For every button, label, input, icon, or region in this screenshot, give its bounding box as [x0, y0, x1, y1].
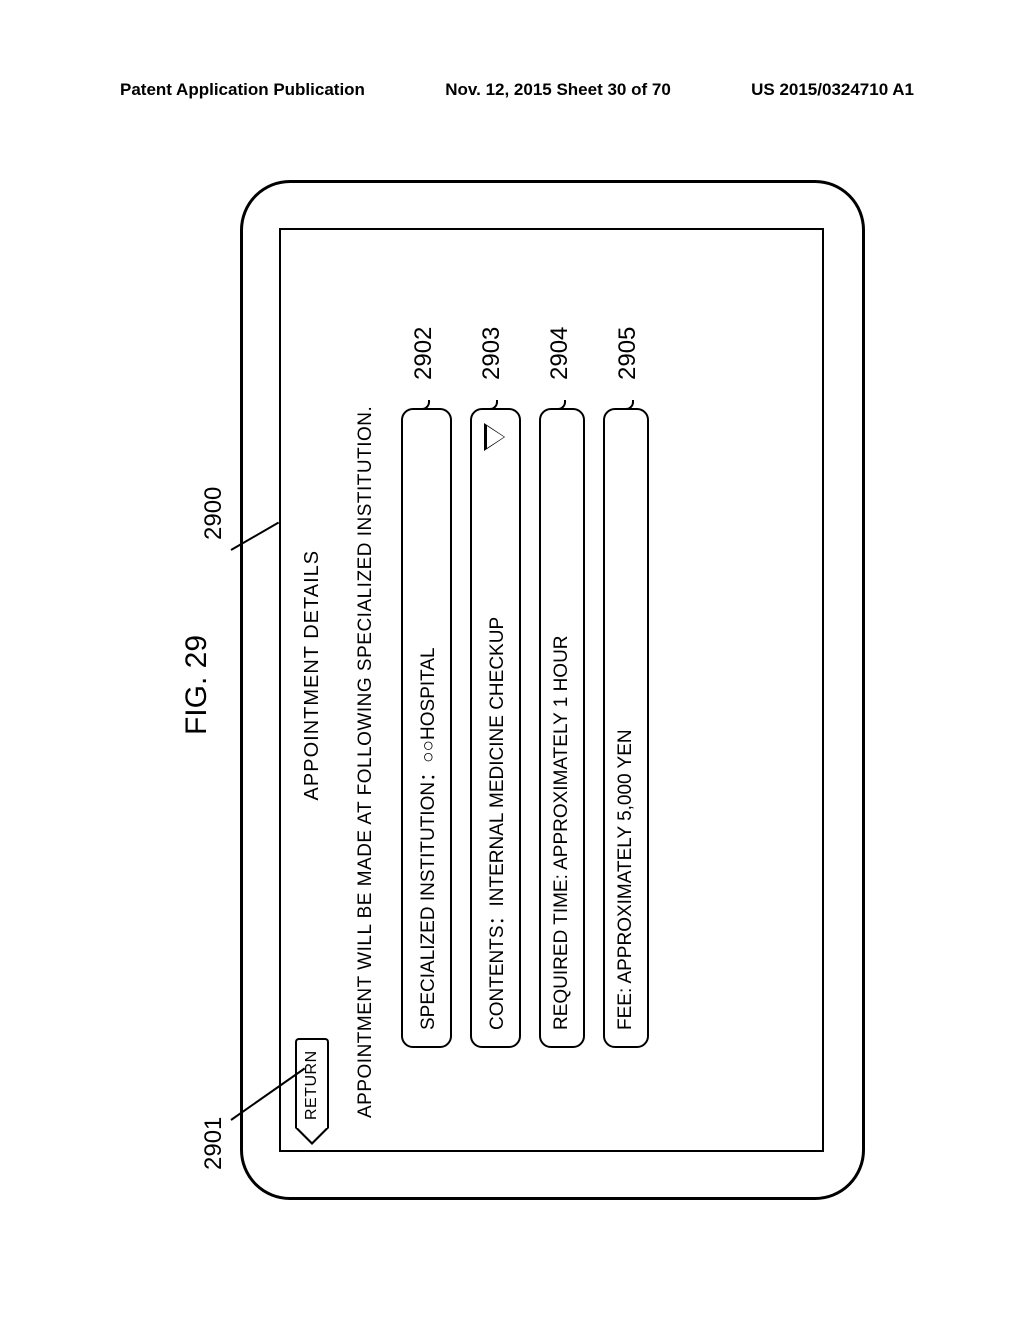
- callout-2901: 2901: [200, 1117, 228, 1170]
- return-button-label: RETURN: [303, 1050, 321, 1120]
- callout-2905: 2905: [614, 327, 642, 380]
- lead-text: APPOINTMENT WILL BE MADE AT FOLLOWING SP…: [355, 252, 377, 1118]
- page-header: Patent Application Publication Nov. 12, …: [0, 80, 1024, 100]
- field-contents-text: CONTENTS：INTERNAL MEDICINE CHECKUP: [482, 617, 509, 1030]
- field-institution-text: SPECIALIZED INSTITUTION：○○HOSPITAL: [413, 647, 440, 1030]
- field-time: REQUIRED TIME: APPROXIMATELY 1 HOUR: [539, 408, 585, 1048]
- page-title: APPOINTMENT DETAILS: [301, 252, 324, 1038]
- figure-29: FIG. 29 RETURN APPOINTMENT DETAILS APPOI…: [180, 160, 875, 1210]
- header-right: US 2015/0324710 A1: [751, 80, 914, 100]
- field-time-text: REQUIRED TIME: APPROXIMATELY 1 HOUR: [551, 635, 573, 1030]
- field-fee: FEE: APPROXIMATELY 5,000 YEN: [603, 408, 649, 1048]
- field-contents[interactable]: CONTENTS：INTERNAL MEDICINE CHECKUP: [470, 408, 521, 1048]
- callout-2900-num: 2900: [200, 487, 227, 540]
- callout-2900: 2900: [200, 487, 228, 540]
- callout-2904-num: 2904: [546, 327, 573, 380]
- callout-2905-num: 2905: [614, 327, 641, 380]
- header-center: Nov. 12, 2015 Sheet 30 of 70: [445, 80, 671, 100]
- chevron-down-icon[interactable]: [487, 426, 504, 448]
- header-left: Patent Application Publication: [120, 80, 365, 100]
- figure-rotated-wrap: FIG. 29 RETURN APPOINTMENT DETAILS APPOI…: [180, 160, 875, 1210]
- figure-label: FIG. 29: [180, 160, 214, 1210]
- field-institution: SPECIALIZED INSTITUTION：○○HOSPITAL: [401, 408, 452, 1048]
- title-bar: RETURN APPOINTMENT DETAILS: [295, 252, 329, 1128]
- callout-2902: 2902: [410, 327, 438, 380]
- callout-2904: 2904: [546, 327, 574, 380]
- callout-2901-num: 2901: [200, 1117, 227, 1170]
- callout-2903-num: 2903: [478, 327, 505, 380]
- field-fee-text: FEE: APPROXIMATELY 5,000 YEN: [615, 729, 637, 1030]
- callout-2903: 2903: [478, 327, 506, 380]
- callout-2902-num: 2902: [410, 327, 437, 380]
- return-button[interactable]: RETURN: [295, 1038, 329, 1128]
